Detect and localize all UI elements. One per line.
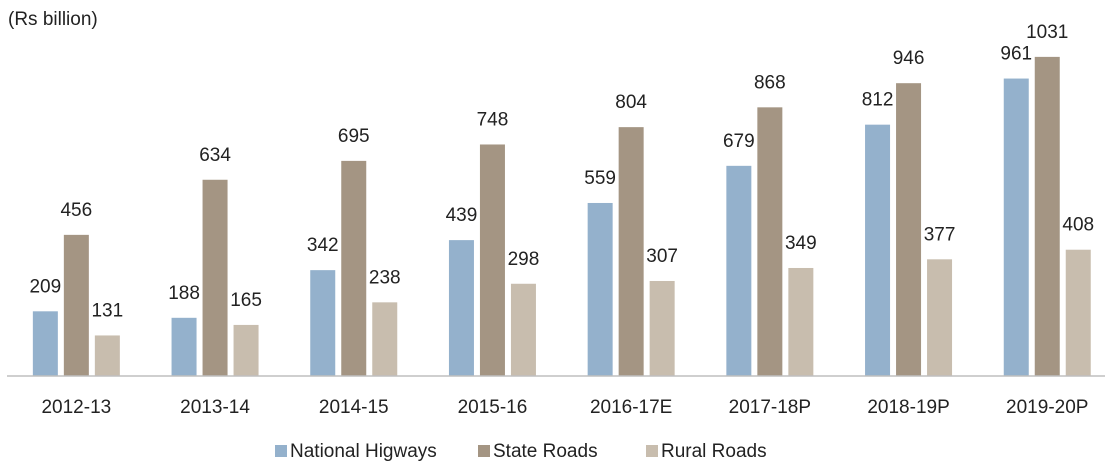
bar — [1034, 56, 1060, 376]
value-label: 1031 — [1026, 22, 1068, 43]
x-tick-label: 2016-17E — [590, 397, 672, 418]
bar — [1065, 249, 1091, 376]
value-label: 238 — [369, 267, 401, 288]
value-label: 165 — [230, 290, 262, 311]
bar — [587, 202, 613, 376]
legend-swatch — [275, 445, 287, 457]
x-tick-label: 2019-20P — [1006, 397, 1088, 418]
value-label: 377 — [924, 224, 956, 245]
value-label: 307 — [646, 246, 678, 267]
legend-label: State Roads — [493, 441, 598, 462]
value-label: 812 — [862, 90, 894, 111]
value-label: 634 — [199, 145, 231, 166]
bar — [63, 234, 89, 376]
value-label: 209 — [29, 276, 61, 297]
bar — [757, 107, 783, 376]
bar — [171, 317, 197, 376]
bar — [649, 280, 675, 376]
value-label: 188 — [168, 283, 200, 304]
legend-label: National Higways — [290, 441, 437, 462]
x-tick-label: 2012-13 — [41, 397, 111, 418]
value-label: 946 — [893, 48, 925, 69]
value-label: 679 — [723, 131, 755, 152]
value-label: 804 — [615, 92, 647, 113]
legend-label: Rural Roads — [661, 441, 767, 462]
value-label: 559 — [584, 168, 616, 189]
bar — [1003, 78, 1029, 377]
bar — [233, 324, 259, 376]
value-label: 408 — [1062, 215, 1094, 236]
value-label: 456 — [60, 200, 92, 221]
bar — [310, 270, 336, 376]
value-label: 961 — [1000, 44, 1032, 65]
value-label: 748 — [477, 109, 509, 130]
value-label: 439 — [446, 205, 478, 226]
x-tick-label: 2015-16 — [458, 397, 528, 418]
bar — [510, 283, 536, 376]
bar — [479, 144, 505, 376]
bar — [927, 259, 953, 376]
bar — [202, 179, 228, 376]
value-label: 342 — [307, 235, 339, 256]
bar — [788, 267, 814, 376]
bar — [32, 311, 58, 376]
value-label: 868 — [754, 72, 786, 93]
value-label: 695 — [338, 126, 370, 147]
x-tick-label: 2017-18P — [729, 397, 811, 418]
value-label: 131 — [91, 300, 123, 321]
legend-swatch — [646, 445, 658, 457]
bar — [865, 124, 891, 377]
bar — [448, 240, 474, 376]
value-label: 349 — [785, 233, 817, 254]
x-tick-label: 2014-15 — [319, 397, 389, 418]
value-label: 298 — [508, 249, 540, 270]
bar — [372, 302, 398, 376]
x-tick-label: 2018-19P — [867, 397, 949, 418]
legend-swatch — [478, 445, 490, 457]
bar — [896, 83, 922, 376]
bar — [726, 165, 752, 376]
bar — [94, 335, 120, 376]
x-tick-label: 2013-14 — [180, 397, 250, 418]
bar — [341, 160, 367, 376]
bar — [618, 127, 644, 377]
chart-title: (Rs billion) — [8, 9, 98, 30]
